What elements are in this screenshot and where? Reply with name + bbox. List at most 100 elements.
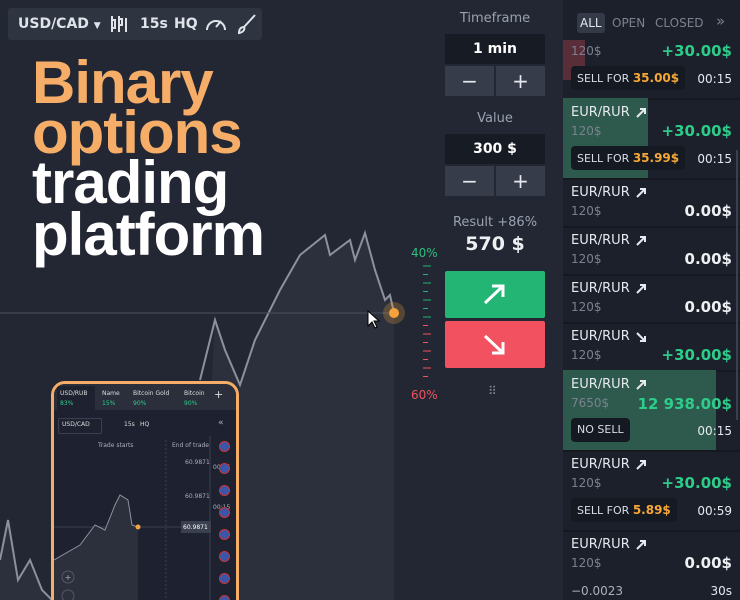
- phone-collapse[interactable]: «: [218, 418, 224, 428]
- trade-item[interactable]: 120$ +30.00$ SELL FOR 35.00$ 00:15: [563, 18, 740, 100]
- result-amount: 570 $: [465, 233, 525, 255]
- area: [200, 233, 394, 600]
- direction-arrow: [636, 540, 646, 550]
- asset-name[interactable]: USD/RUB: [60, 390, 88, 397]
- sell-button[interactable]: SELL FOR 5.89$: [571, 498, 677, 522]
- brush-icon[interactable]: [236, 13, 258, 35]
- amount: 120$: [571, 476, 602, 490]
- tab-active-bg: [577, 13, 605, 33]
- flag: [219, 463, 230, 474]
- price-line: [199, 229, 395, 388]
- value-minus[interactable]: −: [445, 166, 494, 196]
- call-button[interactable]: [445, 271, 545, 318]
- scale-ticks: [423, 265, 431, 377]
- direction-arrow: [636, 236, 646, 246]
- time: 30s: [710, 584, 732, 598]
- speed-icon[interactable]: [204, 13, 228, 35]
- drag-handle[interactable]: ⠿: [488, 384, 497, 398]
- phone-timeframe[interactable]: 15s: [124, 421, 135, 428]
- headline-line: trading: [32, 149, 229, 216]
- pair: EUR/RUR: [571, 377, 630, 392]
- profit: 0.00$: [684, 202, 732, 220]
- trade-item[interactable]: EUR/RUR 120$ +30.00$: [563, 322, 740, 372]
- flag: [219, 507, 230, 518]
- headline-line: Binary: [32, 49, 214, 116]
- flag: [219, 573, 230, 584]
- price-label: 60.9871: [185, 493, 210, 500]
- value-amount[interactable]: 300 $: [445, 134, 545, 164]
- timeframe-plus[interactable]: +: [496, 66, 545, 96]
- trade-item[interactable]: EUR/RUR 120$ 0.00$: [563, 226, 740, 276]
- profit: 0.00$: [684, 554, 732, 572]
- timeframe-minus[interactable]: −: [445, 66, 494, 96]
- value-label: Value: [477, 111, 513, 126]
- add-asset[interactable]: +: [214, 388, 224, 401]
- asset-name[interactable]: Bitcoin Gold: [133, 390, 170, 397]
- profit: +30.00$: [661, 42, 732, 60]
- amount: 120$: [571, 124, 602, 138]
- down-arrow: [483, 334, 505, 355]
- amount: 120$: [571, 556, 602, 570]
- trade-item[interactable]: EUR/RUR 120$ +30.00$ SELL FOR 5.89$ 00:59: [563, 450, 740, 532]
- direction-arrow: [636, 188, 646, 198]
- time: 00:15: [697, 152, 732, 166]
- sell-price: 35.99$: [632, 151, 680, 165]
- trade-item[interactable]: EUR/RUR 120$ 0.00$ −0.0023 30s: [563, 530, 740, 600]
- direction-arrow: [636, 380, 646, 390]
- trade-item[interactable]: EUR/RUR 7650$ 12 938.00$ NO SELL 00:15: [563, 370, 740, 452]
- phone-chart: +: [54, 436, 211, 600]
- put-button[interactable]: [445, 321, 545, 368]
- sell-button[interactable]: SELL FOR 35.99$: [571, 146, 686, 170]
- sell-label: SELL FOR: [577, 152, 630, 165]
- svg-text:+: +: [65, 573, 72, 582]
- tab[interactable]: CLOSED: [655, 16, 704, 30]
- up-arrow: [483, 284, 505, 305]
- scrollbar: [736, 150, 738, 420]
- trade-item[interactable]: EUR/RUR 120$ +30.00$ SELL FOR 35.99$ 00:15: [563, 98, 740, 180]
- tab[interactable]: OPEN: [612, 16, 646, 30]
- sell-button[interactable]: NO SELL: [571, 418, 630, 442]
- profit: 0.00$: [684, 298, 732, 316]
- scale-bottom: 60%: [411, 388, 438, 402]
- phone-pair[interactable]: USD/CAD: [62, 421, 90, 428]
- asset-pct: 83%: [60, 400, 74, 407]
- flag: [219, 551, 230, 562]
- pair: EUR/RUR: [571, 185, 630, 200]
- amount: 120$: [571, 252, 602, 266]
- time: 00:59: [697, 504, 732, 518]
- trade-item[interactable]: EUR/RUR 120$ 0.00$: [563, 178, 740, 228]
- tab[interactable]: ALL: [580, 16, 602, 30]
- phone: + USD/CAD 15s HQ « Trade starts End of t…: [51, 381, 239, 600]
- timeframe-value[interactable]: 1 min: [445, 34, 545, 64]
- sell-label: NO SELL: [577, 423, 624, 436]
- phone-quality[interactable]: HQ: [140, 421, 150, 428]
- sell-label: SELL FOR: [577, 504, 630, 517]
- timeframe[interactable]: 15s: [140, 16, 168, 32]
- pair: EUR/RUR: [571, 233, 630, 248]
- time: 00:15: [697, 424, 732, 438]
- asset-pct: 90%: [184, 400, 198, 407]
- amount: 120$: [571, 300, 602, 314]
- cursor: [367, 309, 381, 329]
- chart-type-icon[interactable]: [108, 14, 130, 34]
- direction-arrow: [636, 332, 646, 342]
- quality[interactable]: HQ: [174, 16, 198, 32]
- value-plus[interactable]: +: [496, 166, 545, 196]
- price-line: [0, 519, 53, 600]
- flag: [219, 485, 230, 496]
- amount: 120$: [571, 348, 602, 362]
- collapse-button[interactable]: »: [716, 12, 726, 30]
- flag: [219, 595, 230, 600]
- profit: +30.00$: [661, 122, 732, 140]
- asset-name[interactable]: Bitcoin: [184, 390, 205, 397]
- sell-price: 5.89$: [632, 503, 671, 517]
- pair: USD/CAD: [18, 16, 89, 32]
- pair-selector[interactable]: USD/CAD ▼: [18, 16, 101, 32]
- pair: EUR/RUR: [571, 457, 630, 472]
- direction-arrow: [636, 284, 646, 294]
- trade-item[interactable]: EUR/RUR 120$ 0.00$: [563, 274, 740, 324]
- asset-name[interactable]: Name: [102, 390, 120, 397]
- sell-button[interactable]: SELL FOR 35.00$: [571, 66, 686, 90]
- pair-box: [58, 418, 102, 434]
- scale-top: 40%: [411, 246, 438, 260]
